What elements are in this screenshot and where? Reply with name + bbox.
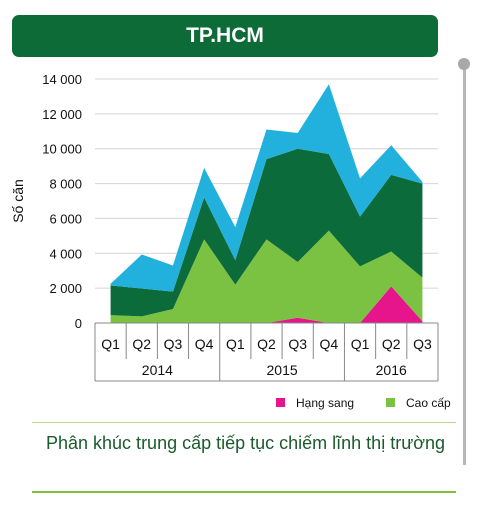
x-tick-label: Q1 xyxy=(101,336,120,352)
chart-title: TP.HCM xyxy=(186,24,264,47)
y-tick-label: 12 000 xyxy=(42,107,82,122)
y-tick-label: 4 000 xyxy=(49,246,82,261)
year-label: 2016 xyxy=(376,362,407,378)
y-tick-label: 10 000 xyxy=(42,142,82,157)
y-tick-label: 0 xyxy=(75,316,82,331)
stacked-area-chart: 0 2 000 4 000 6 000 8 000 10 000 12 000 14 000 S… xyxy=(10,72,451,410)
year-label: 2014 xyxy=(142,362,173,378)
x-tick-label: Q3 xyxy=(413,336,432,352)
legend-swatch xyxy=(386,398,395,407)
area-series-1 xyxy=(110,286,423,323)
legend-swatch xyxy=(276,398,285,407)
caption-text: Phân khúc trung cấp tiếp tục chiếm lĩnh … xyxy=(46,433,446,453)
caption-underline xyxy=(32,491,456,493)
scrollbar-track[interactable] xyxy=(463,63,466,465)
x-tick-label: Q1 xyxy=(351,336,370,352)
legend-label: Hạng sang xyxy=(296,396,354,410)
y-tick-label: 6 000 xyxy=(49,211,82,226)
y-tick-label: 8 000 xyxy=(49,177,82,192)
x-tick-label: Q3 xyxy=(288,336,307,352)
x-tick-label: Q2 xyxy=(132,336,151,352)
area-series-4 xyxy=(110,84,423,292)
x-tick-label: Q1 xyxy=(226,336,245,352)
legend-label: Cao cấp xyxy=(406,396,451,410)
scrollbar-thumb[interactable] xyxy=(458,58,470,70)
x-tick-label: Q2 xyxy=(382,336,401,352)
y-tick-label: 2 000 xyxy=(49,281,82,296)
x-tick-label: Q2 xyxy=(257,336,276,352)
chart-title-banner: TP.HCM xyxy=(12,15,438,57)
area-series-3 xyxy=(110,148,423,317)
y-tick-label: 14 000 xyxy=(42,72,82,87)
y-axis-label: Số căn xyxy=(10,179,26,223)
x-tick-label: Q3 xyxy=(164,336,183,352)
x-tick-label: Q4 xyxy=(195,336,214,352)
year-label: 2015 xyxy=(267,362,298,378)
caption-divider xyxy=(32,422,456,423)
x-tick-label: Q4 xyxy=(320,336,339,352)
area-series-2 xyxy=(110,230,423,323)
